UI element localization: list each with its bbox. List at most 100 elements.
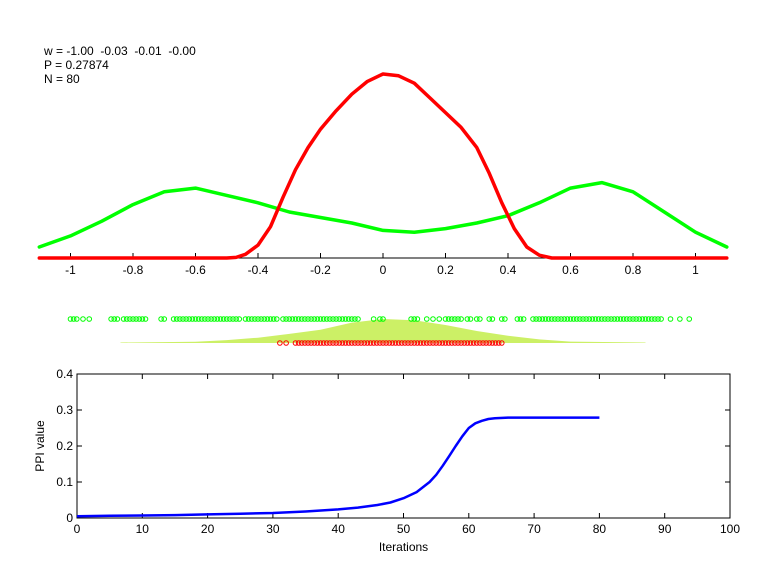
- green-sample-marker: [630, 316, 636, 322]
- x-tick-label: 0.2: [437, 263, 454, 277]
- green-sample-marker: [111, 316, 118, 322]
- green-sample-marker: [223, 316, 230, 322]
- x-tick-label: 10: [136, 522, 150, 536]
- red-sample-marker: [380, 340, 386, 346]
- x-tick-label: 100: [720, 522, 740, 536]
- green-sample-marker: [489, 316, 496, 322]
- green-sample-marker: [327, 316, 333, 322]
- green-sample-marker: [627, 316, 633, 322]
- green-sample-marker: [583, 316, 589, 322]
- green-sample-marker: [183, 316, 189, 322]
- x-tick-label: 0: [380, 263, 387, 277]
- green-sample-marker: [123, 316, 130, 322]
- green-sample-marker: [623, 316, 630, 322]
- green-sample-marker: [458, 316, 464, 322]
- green-sample-marker: [130, 316, 136, 322]
- green-sample-marker: [642, 316, 649, 322]
- y-tick-label: 0.2: [56, 439, 73, 453]
- red-sample-marker: [327, 340, 333, 346]
- green-sample-marker: [280, 316, 286, 322]
- x-tick-label: 60: [462, 522, 476, 536]
- red-sample-marker: [355, 340, 361, 346]
- red-sample-marker: [408, 340, 414, 346]
- red-sample-marker: [473, 340, 480, 346]
- green-sample-marker: [220, 316, 227, 322]
- green-sample-marker: [377, 316, 383, 322]
- green-sample-marker: [208, 316, 214, 322]
- green-sample-marker: [198, 316, 205, 322]
- green-sample-marker: [639, 316, 646, 322]
- green-sample-marker: [67, 316, 74, 322]
- x-tick-label: 40: [332, 522, 346, 536]
- red-sample-marker: [358, 340, 364, 346]
- green-sample-marker: [339, 316, 346, 322]
- red-sample-marker: [323, 340, 330, 346]
- green-sample-marker: [236, 316, 243, 322]
- green-sample-marker: [70, 316, 77, 322]
- red-sample-marker: [389, 340, 396, 346]
- red-sample-marker: [417, 340, 424, 346]
- density-axes: -1 -0.8 -0.6 -0.4 -0.2 0 0.2 0.4 0.6 0.8 1: [37, 72, 729, 277]
- green-sample-marker: [286, 316, 293, 322]
- green-sample-marker: [248, 316, 255, 322]
- red-sample-marker: [302, 340, 308, 346]
- green-sample-marker: [380, 316, 386, 322]
- green-sample-marker: [548, 316, 555, 322]
- red-sample-marker: [467, 340, 474, 346]
- green-sample-marker: [108, 316, 114, 322]
- green-sample-marker: [445, 316, 452, 322]
- red-sample-marker: [298, 340, 305, 346]
- red-sample-marker: [480, 340, 486, 346]
- green-sample-marker: [677, 316, 683, 322]
- red-sample-marker: [492, 340, 499, 346]
- red-density-curve: [37, 72, 729, 260]
- green-sample-marker: [477, 316, 483, 322]
- green-sample-marker: [452, 316, 458, 322]
- green-sample-marker: [411, 316, 418, 322]
- green-sample-marker: [617, 316, 624, 322]
- red-sample-marker: [411, 340, 418, 346]
- red-sample-marker: [392, 340, 399, 346]
- red-sample-marker: [377, 340, 383, 346]
- green-sample-marker: [455, 316, 461, 322]
- red-sample-marker: [458, 340, 464, 346]
- ppi-curve: [76, 416, 600, 518]
- red-sample-marker: [364, 340, 371, 346]
- red-sample-marker: [436, 340, 443, 346]
- green-sample-marker: [170, 316, 177, 322]
- green-sample-marker: [136, 316, 143, 322]
- green-sample-marker: [227, 316, 233, 322]
- green-sample-marker: [258, 316, 264, 322]
- red-sample-marker: [402, 340, 408, 346]
- red-sample-marker: [452, 340, 458, 346]
- red-sample-marker: [295, 340, 302, 346]
- green-sample-marker: [320, 316, 327, 322]
- green-sample-marker: [233, 316, 239, 322]
- green-sample-marker: [345, 316, 352, 322]
- green-sample-marker: [614, 316, 621, 322]
- red-sample-marker: [333, 340, 339, 346]
- red-sample-marker: [314, 340, 321, 346]
- x-tick-label: -0.2: [310, 263, 331, 277]
- red-sample-marker: [305, 340, 311, 346]
- green-sample-marker: [595, 316, 602, 322]
- red-sample-marker: [367, 340, 374, 346]
- green-sample-marker: [311, 316, 318, 322]
- red-sample-marker: [442, 340, 449, 346]
- x-tick-label: 30: [266, 522, 280, 536]
- green-sample-marker: [580, 316, 586, 322]
- x-tick-label: 90: [658, 522, 672, 536]
- green-sample-marker: [161, 316, 168, 322]
- green-sample-marker: [211, 316, 218, 322]
- green-sample-marker: [86, 316, 93, 322]
- green-sample-marker: [342, 316, 349, 322]
- green-sample-marker: [302, 316, 308, 322]
- x-tick-label: 0.8: [625, 263, 642, 277]
- green-sample-marker: [352, 316, 358, 322]
- green-sample-marker: [502, 316, 508, 322]
- weight-area: [120, 319, 646, 343]
- x-tick-label: -1: [65, 263, 76, 277]
- green-sample-marker: [189, 316, 196, 322]
- x-tick-label: 70: [527, 522, 541, 536]
- red-sample-marker: [277, 340, 283, 346]
